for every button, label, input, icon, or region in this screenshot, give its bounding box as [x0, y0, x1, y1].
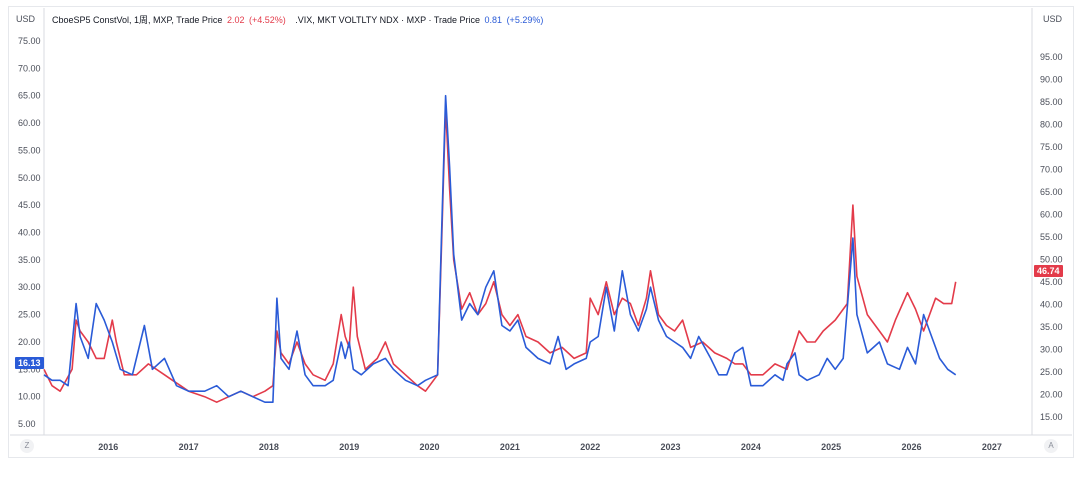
right-tick-label: 15.00	[1040, 412, 1063, 422]
left-tick-label: 10.00	[18, 392, 41, 402]
series-line-red	[43, 105, 957, 404]
log-scale-toggle[interactable]: Z	[20, 439, 34, 453]
x-tick-label: 2020	[420, 442, 440, 452]
series2-name: .VIX, MKT VOLTLTY NDX · MXP · Trade Pric…	[295, 15, 480, 25]
left-tick-label: 40.00	[18, 228, 41, 238]
left-tick-label: 55.00	[18, 145, 41, 155]
right-tick-label: 30.00	[1040, 345, 1063, 355]
x-tick-label: 2019	[339, 442, 359, 452]
left-tick-label: 65.00	[18, 91, 41, 101]
right-tick-label: 95.00	[1040, 52, 1063, 62]
right-tick-label: 75.00	[1040, 142, 1063, 152]
right-tick-label: 55.00	[1040, 232, 1063, 242]
x-tick-label: 2024	[741, 442, 761, 452]
left-tick-label: 60.00	[18, 118, 41, 128]
left-tick-label: 30.00	[18, 282, 41, 292]
right-tick-label: 50.00	[1040, 255, 1063, 265]
right-currency-label: USD	[1043, 14, 1063, 24]
left-tick-label: 25.00	[18, 310, 41, 320]
left-tick-label: 75.00	[18, 36, 41, 46]
x-tick-label: 2018	[259, 442, 279, 452]
x-tick-label: 2026	[901, 442, 921, 452]
series2-change: (+5.29%)	[506, 15, 544, 25]
left-tick-label: 35.00	[18, 255, 41, 265]
x-tick-label: 2027	[982, 442, 1002, 452]
x-tick-label: 2016	[98, 442, 118, 452]
right-tick-label: 40.00	[1040, 300, 1063, 310]
right-tick-label: 25.00	[1040, 367, 1063, 377]
series1-name: CboeSP5 ConstVol, 1周, MXP, Trade Price	[52, 15, 223, 25]
left-tick-label: 45.00	[18, 200, 41, 210]
x-tick-label: 2023	[661, 442, 681, 452]
x-tick-label: 2017	[179, 442, 199, 452]
right-price-tag: 46.74	[1034, 265, 1063, 277]
right-tick-label: 60.00	[1040, 210, 1063, 220]
left-tick-label: 5.00	[18, 419, 36, 429]
chart-legend: CboeSP5 ConstVol, 1周, MXP, Trade Price 2…	[52, 13, 545, 26]
right-tick-label: 70.00	[1040, 165, 1063, 175]
right-tick-label: 65.00	[1040, 187, 1063, 197]
left-tick-label: 15.00	[18, 364, 41, 374]
right-tick-label: 80.00	[1040, 120, 1063, 130]
chart-frame	[8, 6, 1074, 458]
right-tick-label: 35.00	[1040, 322, 1063, 332]
left-currency-label: USD	[16, 14, 36, 24]
series-line-blue	[43, 94, 957, 404]
series1-value: 2.02	[226, 15, 245, 25]
right-tick-label: 20.00	[1040, 390, 1063, 400]
left-price-tag: 16.13	[15, 357, 44, 369]
series2-value: 0.81	[484, 15, 503, 25]
right-tick-label: 85.00	[1040, 97, 1063, 107]
right-tick-label: 90.00	[1040, 75, 1063, 85]
right-tick-label: 45.00	[1040, 277, 1063, 287]
left-tick-label: 70.00	[18, 63, 41, 73]
left-tick-label: 50.00	[18, 173, 41, 183]
series1-change: (+4.52%)	[248, 15, 286, 25]
x-tick-label: 2025	[821, 442, 841, 452]
left-tick-label: 20.00	[18, 337, 41, 347]
x-tick-label: 2022	[580, 442, 600, 452]
auto-scale-toggle[interactable]: A	[1044, 439, 1058, 453]
x-tick-label: 2021	[500, 442, 520, 452]
